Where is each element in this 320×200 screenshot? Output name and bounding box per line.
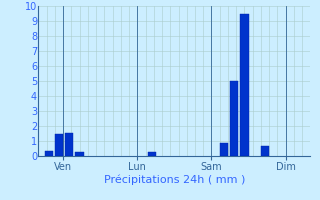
- X-axis label: Précipitations 24h ( mm ): Précipitations 24h ( mm ): [104, 174, 245, 185]
- Bar: [230, 81, 238, 156]
- Bar: [55, 134, 63, 156]
- Bar: [148, 152, 156, 156]
- Bar: [65, 133, 73, 156]
- Bar: [240, 14, 249, 156]
- Bar: [220, 143, 228, 156]
- Bar: [261, 146, 269, 156]
- Bar: [44, 151, 53, 156]
- Bar: [76, 152, 84, 156]
